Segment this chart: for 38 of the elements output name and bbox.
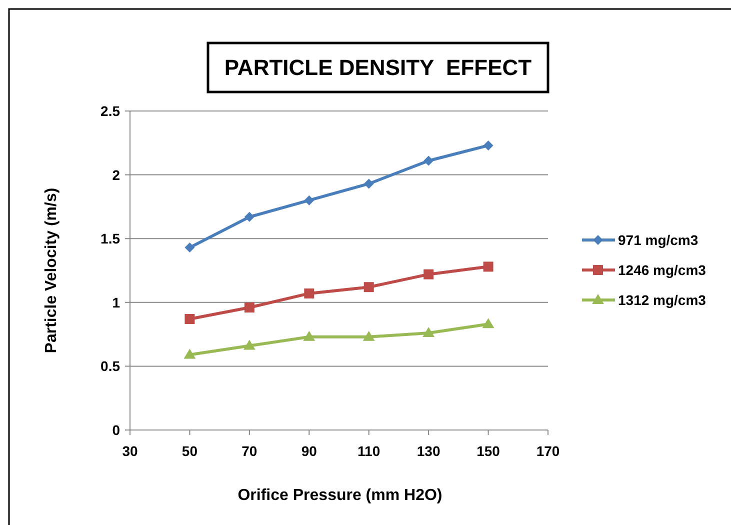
x-tick-label: 30 [122, 443, 138, 459]
x-tick-label: 50 [182, 443, 198, 459]
point [483, 262, 494, 272]
point [424, 156, 434, 166]
point [364, 282, 374, 292]
legend-label: 1246 mg/cm3 [618, 262, 706, 278]
point [184, 314, 195, 324]
legend-label: 1312 mg/cm3 [618, 292, 706, 308]
point [244, 212, 254, 222]
x-tick-label: 90 [301, 443, 318, 459]
point [424, 269, 434, 280]
x-tick-label: 150 [476, 443, 500, 459]
point [243, 340, 256, 350]
point [184, 348, 196, 359]
point [184, 242, 195, 253]
x-tick-label: 110 [358, 443, 380, 459]
point [364, 178, 374, 189]
y-tick-label: 1.5 [100, 230, 120, 247]
x-tick-label: 70 [242, 443, 258, 459]
point [483, 140, 494, 150]
x-axis-title: Orifice Pressure (mm H2O) [238, 487, 442, 504]
y-tick-label: 1 [112, 294, 120, 310]
point [362, 330, 375, 341]
x-tick-label: 170 [536, 443, 560, 459]
y-tick-label: 0.5 [100, 358, 120, 374]
point [244, 302, 254, 313]
point [422, 327, 435, 338]
point [303, 330, 316, 341]
y-tick-label: 2.5 [100, 103, 120, 119]
chart-title: PARTICLE DENSITY EFFECT [224, 55, 532, 80]
point [304, 195, 314, 206]
x-tick-label: 130 [416, 443, 440, 459]
point [304, 288, 314, 298]
y-tick-label: 0 [112, 422, 120, 438]
point [482, 318, 494, 328]
legend-label: 971 mg/cm3 [618, 232, 698, 248]
y-axis-title: Particle Velocity (m/s) [43, 188, 60, 354]
y-tick-label: 2 [112, 166, 120, 183]
